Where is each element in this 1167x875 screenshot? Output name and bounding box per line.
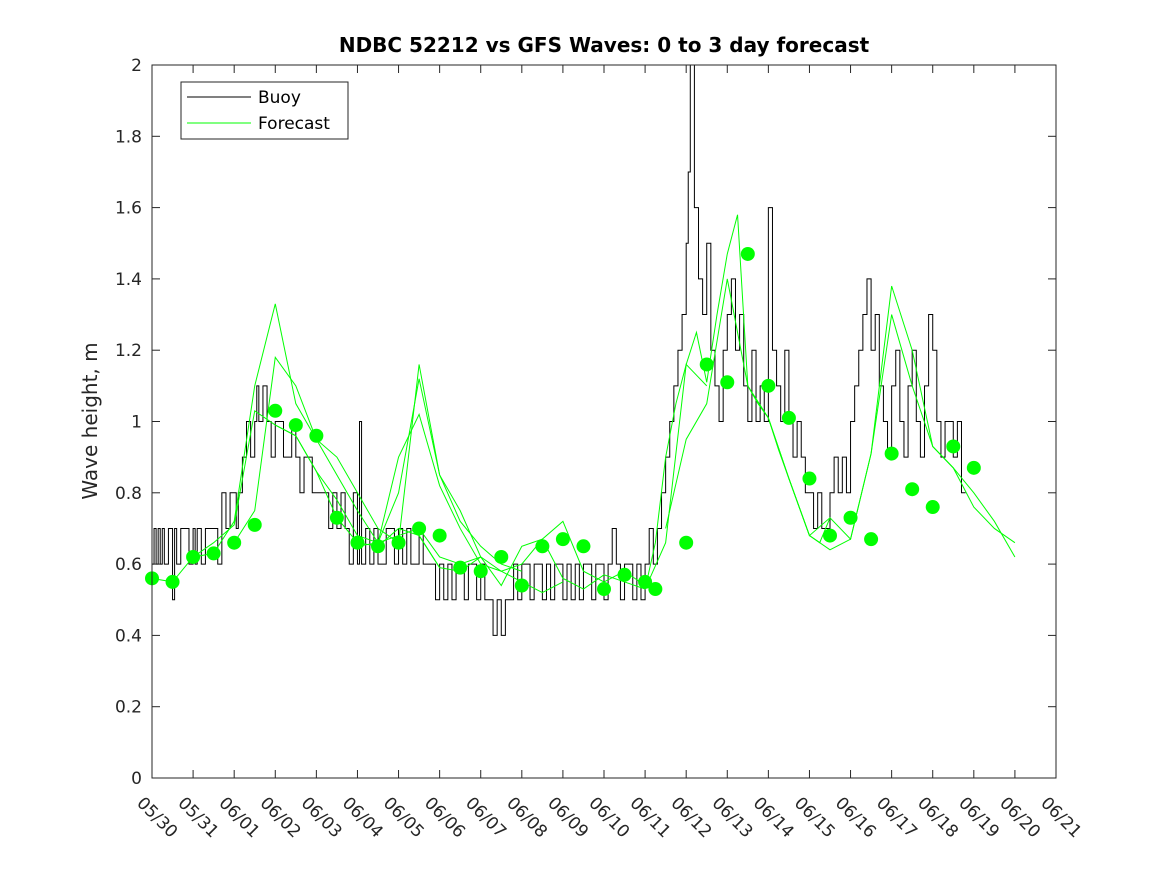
y-tick-label: 1.8 — [115, 127, 142, 147]
forecast-line — [275, 412, 564, 594]
forecast-marker — [802, 471, 817, 486]
forecast-marker — [494, 549, 509, 564]
legend: Buoy Forecast — [180, 81, 349, 140]
buoy-series — [152, 64, 966, 636]
forecast-marker — [597, 582, 611, 597]
y-tick-label: 1.4 — [115, 270, 142, 290]
y-axis-label: Wave height, m — [78, 342, 102, 499]
forecast-marker — [514, 578, 529, 593]
forecast-marker — [186, 549, 201, 564]
y-tick-label: 1 — [131, 413, 142, 433]
forecast-marker — [638, 574, 653, 589]
forecast-marker — [329, 510, 344, 525]
forecast-marker — [946, 439, 961, 454]
forecast-marker — [206, 546, 221, 561]
forecast-marker — [699, 357, 714, 372]
y-tick-label: 0 — [131, 769, 142, 789]
chart-title: NDBC 52212 vs GFS Waves: 0 to 3 day fore… — [339, 33, 870, 57]
y-tick-label: 2 — [131, 56, 142, 76]
forecast-marker — [617, 567, 632, 582]
forecast-marker — [535, 539, 550, 554]
forecast-marker — [555, 532, 570, 547]
forecast-line — [357, 378, 646, 586]
y-tick-label: 0.8 — [115, 484, 142, 504]
forecast-line — [767, 314, 1016, 558]
forecast-marker — [761, 378, 776, 393]
forecast-marker — [432, 528, 447, 543]
forecast-marker — [371, 539, 385, 554]
forecast-line — [665, 278, 1016, 544]
forecast-marker — [268, 403, 283, 418]
y-tick-label: 1.2 — [115, 341, 142, 361]
forecast-marker — [412, 521, 427, 536]
forecast-marker — [576, 539, 591, 554]
forecast-marker — [781, 410, 796, 425]
y-tick-label: 0.6 — [115, 555, 142, 575]
forecast-marker — [966, 460, 981, 475]
forecast-marker — [864, 532, 879, 547]
forecast-marker — [473, 564, 488, 579]
forecast-line — [193, 303, 481, 565]
forecast-series — [151, 214, 1016, 594]
y-axis-ticks: 0 0.2 0.4 0.6 0.8 1 1.2 1.4 1.6 1.8 2 — [115, 56, 1056, 789]
legend-box — [180, 81, 349, 140]
legend-forecast-label: Forecast — [258, 114, 330, 134]
plot-area — [152, 65, 1056, 778]
y-tick-label: 0.2 — [115, 698, 142, 718]
forecast-marker — [925, 500, 940, 515]
forecast-marker — [247, 517, 262, 532]
buoy-line — [152, 64, 966, 636]
forecast-marker — [843, 510, 858, 525]
forecast-marker — [165, 574, 180, 589]
forecast-marker — [648, 582, 663, 597]
forecast-marker — [823, 528, 837, 543]
forecast-marker — [740, 246, 755, 261]
forecast-marker — [720, 375, 735, 390]
y-tick-label: 0.4 — [115, 626, 142, 646]
legend-buoy-label: Buoy — [258, 88, 301, 108]
forecast-marker — [679, 535, 694, 550]
forecast-marker — [350, 535, 365, 550]
forecast-line — [233, 356, 522, 572]
forecast-marker — [227, 535, 242, 550]
forecast-marker — [391, 535, 406, 550]
forecast-markers — [145, 246, 981, 597]
forecast-marker — [453, 560, 468, 575]
y-tick-label: 1.6 — [115, 199, 142, 219]
forecast-marker — [905, 482, 920, 497]
forecast-marker — [309, 428, 324, 443]
forecast-marker — [288, 418, 303, 433]
forecast-marker — [884, 446, 899, 461]
